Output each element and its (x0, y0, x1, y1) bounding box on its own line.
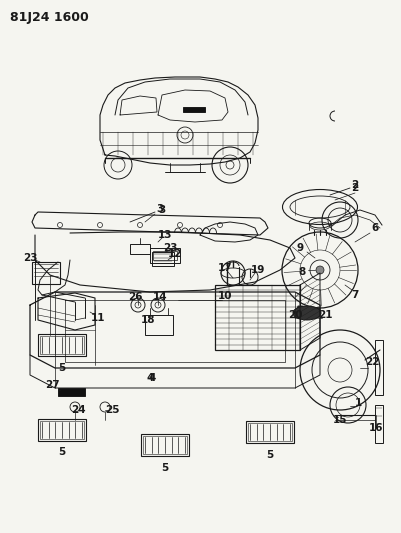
Text: 21: 21 (318, 310, 332, 320)
Bar (40, 421, 84, 439)
Polygon shape (183, 107, 205, 112)
Text: 81J24 1600: 81J24 1600 (10, 12, 89, 25)
Text: 9: 9 (296, 243, 304, 253)
Polygon shape (58, 388, 85, 396)
Text: 1: 1 (354, 398, 362, 408)
Bar (248, 423, 292, 441)
Bar (38, 334, 86, 356)
Text: 17: 17 (218, 263, 232, 273)
Text: 23: 23 (23, 253, 37, 263)
Text: 3: 3 (156, 204, 164, 214)
Text: 7: 7 (351, 290, 358, 300)
Text: 25: 25 (105, 405, 119, 415)
Text: 13: 13 (158, 230, 172, 240)
Text: 5: 5 (266, 450, 273, 460)
Text: 20: 20 (288, 310, 302, 320)
Text: 12: 12 (168, 249, 182, 259)
Ellipse shape (293, 306, 321, 320)
Circle shape (316, 266, 324, 274)
Text: 24: 24 (71, 405, 85, 415)
Text: 18: 18 (141, 315, 155, 325)
Bar (153, 251, 177, 260)
Bar (152, 252, 174, 266)
Text: 3: 3 (158, 205, 166, 215)
Text: 6: 6 (371, 223, 379, 233)
Text: 4: 4 (146, 373, 154, 383)
Polygon shape (295, 306, 320, 318)
Text: 5: 5 (161, 463, 169, 473)
Bar (145, 315, 173, 335)
Bar (375, 405, 383, 443)
Text: 11: 11 (91, 313, 105, 323)
Bar (40, 336, 84, 354)
Bar (375, 340, 383, 395)
Text: 16: 16 (369, 423, 383, 433)
Text: 27: 27 (45, 380, 59, 390)
Bar (32, 262, 60, 284)
Text: 19: 19 (251, 265, 265, 275)
Bar (215, 285, 300, 350)
Text: 2: 2 (351, 183, 358, 193)
Text: 15: 15 (333, 415, 347, 425)
Text: 5: 5 (59, 363, 66, 373)
Text: 2: 2 (351, 180, 358, 190)
Text: 26: 26 (128, 292, 142, 302)
Bar (130, 244, 150, 254)
Bar (141, 434, 189, 456)
Bar (143, 436, 187, 454)
Text: 23: 23 (163, 243, 177, 253)
Text: 8: 8 (298, 267, 306, 277)
Text: 22: 22 (365, 357, 379, 367)
Text: 10: 10 (218, 291, 232, 301)
Bar (150, 248, 180, 263)
Text: 5: 5 (59, 447, 66, 457)
Bar (38, 419, 86, 441)
Text: 4: 4 (148, 373, 156, 383)
Text: 14: 14 (153, 292, 167, 302)
Bar (246, 421, 294, 443)
